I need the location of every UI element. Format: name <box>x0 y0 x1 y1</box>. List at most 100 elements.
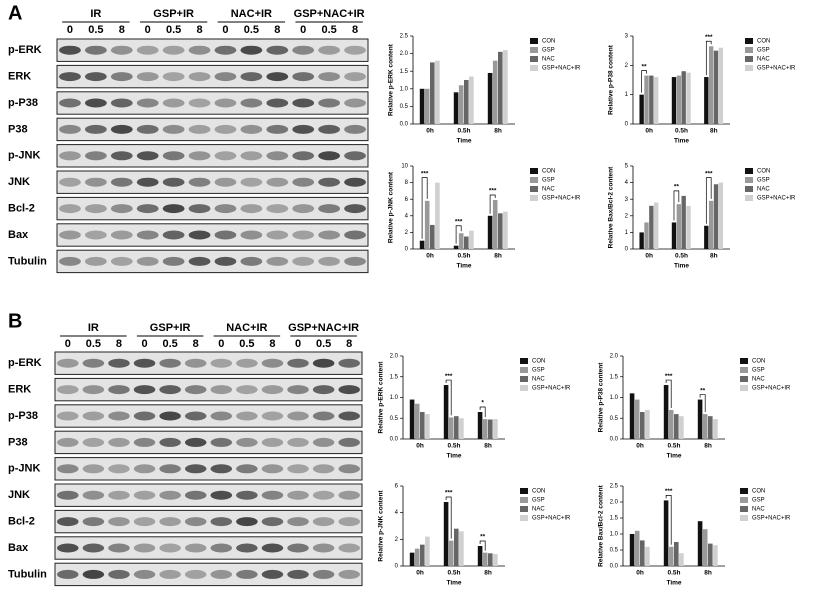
blot-band <box>84 98 107 108</box>
legend-label: GSP+NAC+IR <box>532 386 571 392</box>
legend-swatch <box>745 186 753 192</box>
bar <box>498 213 503 249</box>
blot-band <box>59 256 81 266</box>
x-tick-label: 0h <box>426 253 434 260</box>
group-label: GSP+IR <box>150 322 191 334</box>
legend-label: CON <box>752 489 765 495</box>
bar <box>654 202 659 249</box>
bar <box>493 419 498 439</box>
blot-band <box>136 98 159 108</box>
blot-band <box>184 517 207 527</box>
group-label: GSP+IR <box>153 8 194 20</box>
significance-bracket <box>665 379 672 408</box>
blot-band <box>59 177 81 187</box>
y-tick-label: 2 <box>625 63 629 69</box>
x-axis-label: Time <box>446 580 461 587</box>
bar <box>477 546 483 566</box>
blot-band <box>312 358 335 368</box>
y-tick-label: 1.0 <box>390 395 399 401</box>
bar <box>414 403 420 439</box>
blot-band <box>261 464 284 474</box>
y-tick-label: 1.0 <box>610 395 619 401</box>
significance-bracket <box>641 70 647 93</box>
blot-band <box>136 204 159 214</box>
bar <box>419 88 425 124</box>
group-label: GSP+NAC+IR <box>294 8 365 20</box>
significance-label: *** <box>665 488 673 495</box>
bar <box>671 222 677 249</box>
blot-band <box>110 256 133 266</box>
blot-strip <box>54 457 363 481</box>
blot-band <box>261 358 284 368</box>
blot-band <box>266 177 289 187</box>
legend-swatch <box>520 506 528 512</box>
significance-label: ** <box>700 387 706 394</box>
bar <box>640 540 645 566</box>
blot-band <box>57 411 79 421</box>
blot-band <box>188 72 211 82</box>
x-tick-label: 8h <box>704 570 712 577</box>
blot-band <box>136 177 159 187</box>
significance-label: *** <box>445 490 453 497</box>
legend-swatch <box>530 177 538 183</box>
dose-label: 0.5 <box>321 24 336 36</box>
blot-band <box>292 204 315 214</box>
blot-band <box>236 385 258 395</box>
significance-label: *** <box>489 188 497 195</box>
dose-label: 8 <box>116 338 122 350</box>
legend-label: NAC <box>542 57 555 63</box>
dose-label: 0 <box>145 24 151 36</box>
bar <box>663 500 669 566</box>
y-tick-label: 2.5 <box>400 34 409 40</box>
significance-label: *** <box>705 34 713 41</box>
bar <box>453 92 459 124</box>
blot-band <box>338 437 360 447</box>
y-tick-label: 6 <box>395 484 399 490</box>
row-label: P38 <box>8 123 28 135</box>
blot-band <box>266 72 289 82</box>
bar <box>674 542 679 566</box>
legend-label: NAC <box>757 187 770 193</box>
x-axis-label: Time <box>666 453 681 460</box>
group-label: NAC+IR <box>231 8 272 20</box>
blot-band <box>287 490 309 500</box>
blot-band <box>184 411 207 421</box>
blot-band <box>214 45 237 55</box>
blot-band <box>344 230 366 240</box>
blot-band <box>210 437 233 447</box>
dose-label: 0 <box>67 24 73 36</box>
significance-bracket <box>445 379 452 416</box>
blot-band <box>184 569 207 579</box>
blot-band <box>266 256 289 266</box>
blot-band <box>84 204 107 214</box>
blot-band <box>338 569 360 579</box>
blot-band <box>240 45 263 55</box>
bar <box>458 233 464 249</box>
blot-band <box>59 230 81 240</box>
blot-band <box>133 543 156 553</box>
blot-band <box>287 517 309 527</box>
blot-band <box>287 385 309 395</box>
blot-band <box>162 45 185 55</box>
legend-swatch <box>740 385 748 391</box>
y-tick-label: 2.0 <box>400 51 409 57</box>
bar <box>668 409 674 439</box>
blot-band <box>110 98 133 108</box>
blot-band <box>210 385 233 395</box>
x-axis-label: Time <box>674 138 689 145</box>
blot-band <box>57 517 79 527</box>
bar <box>708 416 713 439</box>
x-tick-label: 0h <box>416 570 424 577</box>
bar <box>424 88 430 124</box>
blot-band <box>312 543 335 553</box>
blot-band <box>312 569 335 579</box>
y-tick-label: 0.0 <box>400 122 409 128</box>
blot-strip <box>56 91 369 115</box>
blot-band <box>110 45 133 55</box>
significance-label: *** <box>421 170 429 177</box>
blot-strip <box>56 170 369 194</box>
dose-label: 0 <box>65 338 71 350</box>
bar <box>644 222 649 249</box>
blot-band <box>162 256 185 266</box>
blot-strip <box>56 144 369 168</box>
